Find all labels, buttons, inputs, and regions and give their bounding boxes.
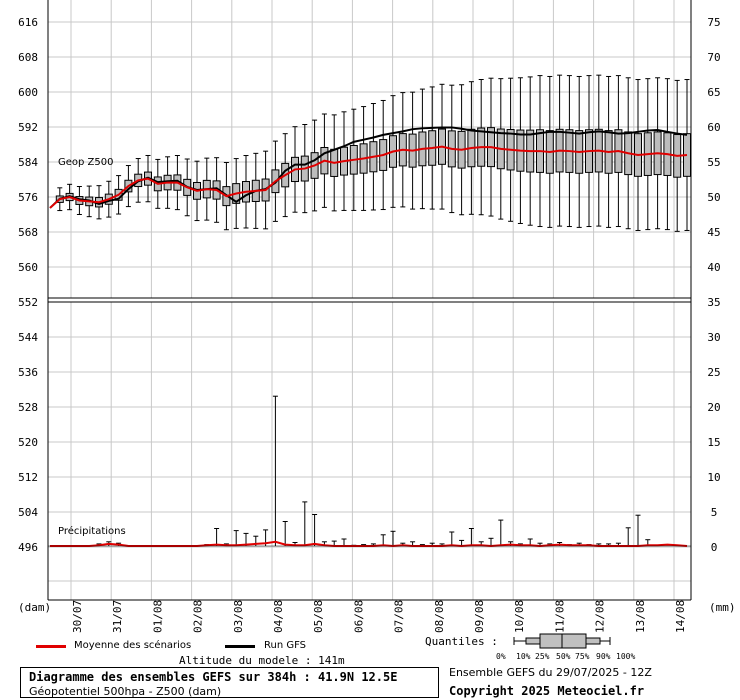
x-tick-label: 08/08: [433, 600, 446, 633]
axes: [47, 0, 692, 601]
mean-line: [49, 145, 688, 209]
left-tick-label: 576: [18, 191, 38, 204]
left-unit: (dam): [18, 601, 52, 614]
x-tick-label: 10/08: [513, 600, 526, 633]
x-tick-label: 06/08: [352, 600, 365, 633]
right-tick-label: 5: [711, 506, 718, 519]
mean-legend-label: Moyenne des scénarios: [74, 640, 192, 651]
x-tick-label: 05/08: [312, 600, 325, 633]
right-tick-label: 0: [711, 541, 718, 554]
left-tick-label: 520: [18, 436, 38, 449]
right-tick-label: 35: [707, 296, 720, 309]
x-tick-label: 09/08: [473, 600, 486, 633]
right-tick-label: 15: [707, 436, 720, 449]
x-tick-label: 30/07: [71, 600, 84, 633]
run-info: Ensemble GEFS du 29/07/2025 - 12Z: [449, 666, 652, 679]
quantile-label: 50%: [556, 652, 571, 661]
right-tick-label: 40: [707, 261, 720, 274]
left-tick-label: 608: [18, 51, 38, 64]
x-tick-label: 02/08: [192, 600, 205, 633]
precip-mean-line: [50, 540, 688, 548]
x-tick-label: 13/08: [634, 600, 647, 633]
gfs-legend-line: [225, 645, 255, 648]
left-tick-label: 528: [18, 401, 38, 414]
x-tick-label: 01/08: [151, 600, 164, 633]
panel-separator: [47, 297, 692, 303]
right-tick-label: 25: [707, 366, 720, 379]
precip-series: [50, 395, 688, 548]
right-tick-label: 50: [707, 191, 720, 204]
left-tick-label: 600: [18, 86, 38, 99]
quantile-label: 25%: [535, 652, 550, 661]
right-tick-label: 70: [707, 51, 720, 64]
altitude-note: Altitude du modele : 141m: [179, 654, 345, 667]
x-tick-label: 07/08: [393, 600, 406, 633]
line-series: [49, 126, 688, 209]
left-tick-label: 544: [18, 331, 38, 344]
quantile-legend-icon: [513, 633, 611, 649]
x-tick-label: 31/07: [111, 600, 124, 633]
left-tick-label: 568: [18, 226, 38, 239]
gfs-run-line: [49, 126, 688, 209]
right-unit: (mm): [709, 601, 736, 614]
left-tick-label: 552: [18, 296, 38, 309]
left-tick-label: 560: [18, 261, 38, 274]
right-tick-label: 20: [707, 401, 720, 414]
chart-title: Diagramme des ensembles GEFS sur 384h : …: [29, 670, 398, 684]
x-tick-label: 12/08: [594, 600, 607, 633]
right-tick-label: 65: [707, 86, 720, 99]
mean-legend-line: [36, 645, 66, 648]
left-tick-label: 616: [18, 16, 38, 29]
right-tick-label: 10: [707, 471, 720, 484]
left-tick-label: 536: [18, 366, 38, 379]
quantile-label: 0%: [496, 652, 506, 661]
right-tick-label: 75: [707, 16, 720, 29]
chart-subtitle: Géopotentiel 500hpa - Z500 (dam): [29, 685, 222, 698]
left-tick-label: 512: [18, 471, 38, 484]
geop-label: Geop Z500: [58, 157, 114, 168]
copyright: Copyright 2025 Meteociel.fr: [449, 684, 645, 698]
x-tick-label: 03/08: [232, 600, 245, 633]
gfs-legend-label: Run GFS: [264, 640, 307, 651]
right-tick-label: 45: [707, 226, 720, 239]
quantile-label: 90%: [596, 652, 611, 661]
info-box: Diagramme des ensembles GEFS sur 384h : …: [20, 667, 439, 698]
left-tick-label: 496: [18, 541, 38, 554]
quantile-label: 75%: [575, 652, 590, 661]
left-tick-label: 592: [18, 121, 38, 134]
precip-label: Précipitations: [58, 526, 126, 537]
quantile-label: 10%: [516, 652, 531, 661]
left-tick-label: 504: [18, 506, 38, 519]
right-tick-label: 60: [707, 121, 720, 134]
right-tick-label: 30: [707, 331, 720, 344]
left-tick-label: 584: [18, 156, 38, 169]
quantile-label: 100%: [616, 652, 636, 661]
quantiles-title: Quantiles :: [425, 635, 498, 648]
x-tick-label: 14/08: [674, 600, 687, 633]
x-tick-label: 11/08: [553, 600, 566, 633]
x-tick-label: 04/08: [272, 600, 285, 633]
right-tick-label: 55: [707, 156, 720, 169]
